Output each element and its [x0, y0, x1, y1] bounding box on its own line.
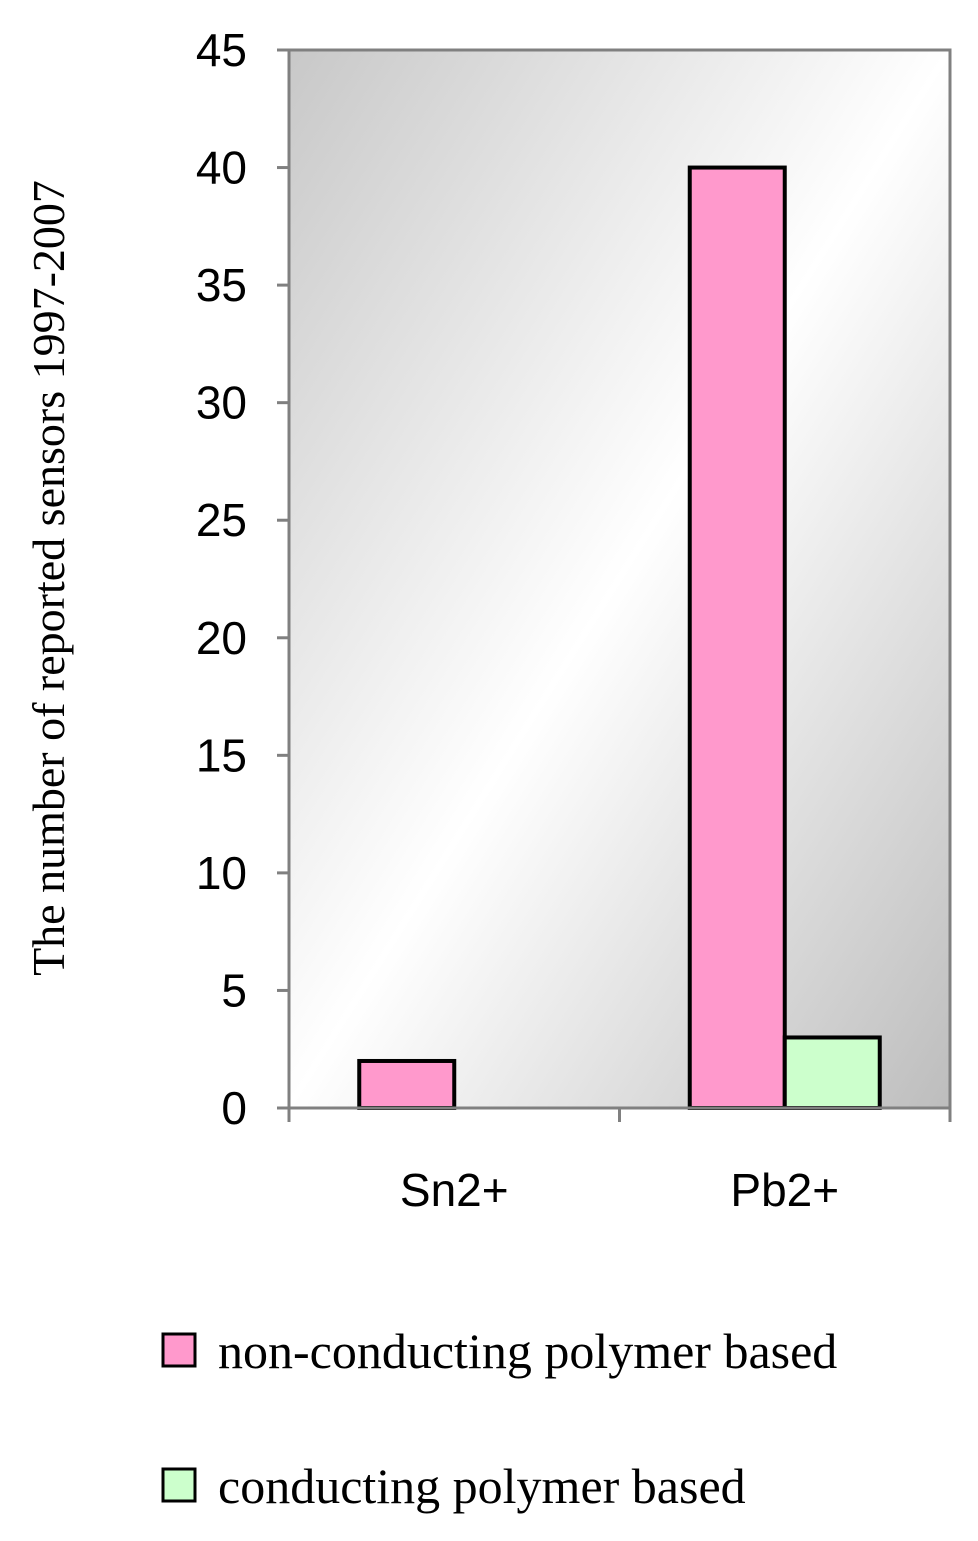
- plot-area: [287, 48, 952, 1110]
- y-tick-label: 15: [196, 729, 247, 781]
- bar-non-conducting-1: [687, 165, 787, 1111]
- y-tick-label: 0: [221, 1082, 247, 1134]
- y-tick-label: 10: [196, 847, 247, 899]
- y-axis-title: The number of reported sensors 1997-2007: [23, 180, 74, 976]
- y-tick-label: 20: [196, 612, 247, 664]
- legend: non-conducting polymer based conducting p…: [161, 1323, 837, 1514]
- legend-swatch: [161, 1332, 197, 1368]
- y-axis: 0 5 10 15 20 25 30 35 40 45: [196, 24, 291, 1134]
- x-axis: Sn2+ Pb2+: [287, 1106, 952, 1216]
- bar-non-conducting-0: [357, 1058, 457, 1111]
- y-tick-label: 30: [196, 377, 247, 429]
- y-tick-label: 35: [196, 259, 247, 311]
- x-category-label: Sn2+: [400, 1164, 509, 1216]
- y-tick-label: 45: [196, 24, 247, 76]
- y-tick-label: 40: [196, 142, 247, 194]
- y-tick-label: 25: [196, 494, 247, 546]
- legend-label: non-conducting polymer based: [218, 1323, 837, 1379]
- x-category-label: Pb2+: [730, 1164, 839, 1216]
- bars-group: [357, 165, 882, 1111]
- bar-conducting-1: [782, 1035, 882, 1111]
- y-tick-label: 5: [221, 964, 247, 1016]
- legend-swatch: [161, 1467, 197, 1503]
- legend-label: conducting polymer based: [218, 1458, 746, 1514]
